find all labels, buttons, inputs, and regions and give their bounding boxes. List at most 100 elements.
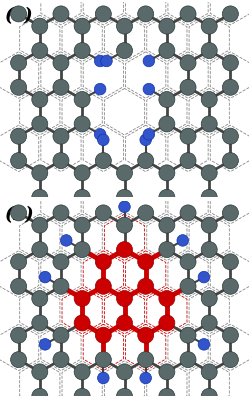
Circle shape	[11, 205, 27, 221]
Circle shape	[74, 315, 90, 331]
Circle shape	[53, 6, 69, 22]
Circle shape	[159, 92, 175, 107]
Circle shape	[180, 6, 196, 22]
Circle shape	[11, 79, 27, 95]
Text: (b): (b)	[5, 207, 35, 224]
Circle shape	[222, 327, 238, 343]
Circle shape	[117, 242, 132, 258]
Circle shape	[201, 189, 217, 205]
Circle shape	[159, 217, 175, 233]
Circle shape	[222, 6, 238, 22]
Circle shape	[180, 352, 196, 368]
Circle shape	[32, 217, 48, 233]
Circle shape	[94, 83, 106, 95]
Circle shape	[143, 129, 155, 140]
Circle shape	[180, 278, 196, 294]
Circle shape	[32, 92, 48, 107]
Circle shape	[53, 153, 69, 169]
Circle shape	[201, 217, 217, 233]
Circle shape	[180, 254, 196, 270]
Circle shape	[117, 291, 132, 306]
Circle shape	[74, 388, 90, 398]
Circle shape	[117, 388, 132, 398]
Circle shape	[74, 116, 90, 132]
Circle shape	[117, 43, 132, 59]
Circle shape	[117, 315, 132, 331]
Circle shape	[159, 165, 175, 181]
Circle shape	[117, 189, 132, 205]
Circle shape	[53, 327, 69, 343]
Circle shape	[117, 18, 132, 34]
Circle shape	[11, 128, 27, 144]
Circle shape	[138, 205, 154, 221]
Circle shape	[159, 43, 175, 59]
Circle shape	[53, 254, 69, 270]
Circle shape	[180, 79, 196, 95]
Circle shape	[159, 18, 175, 34]
Circle shape	[32, 388, 48, 398]
Circle shape	[180, 327, 196, 343]
Circle shape	[222, 278, 238, 294]
Circle shape	[53, 205, 69, 221]
Circle shape	[11, 254, 27, 270]
Circle shape	[222, 205, 238, 221]
Circle shape	[201, 388, 217, 398]
Circle shape	[201, 165, 217, 181]
Circle shape	[53, 128, 69, 144]
Circle shape	[159, 116, 175, 132]
Circle shape	[138, 153, 154, 169]
Circle shape	[95, 153, 111, 169]
Circle shape	[53, 79, 69, 95]
Circle shape	[138, 278, 154, 294]
Circle shape	[159, 291, 175, 306]
Circle shape	[138, 352, 154, 368]
Circle shape	[32, 116, 48, 132]
Circle shape	[74, 217, 90, 233]
Circle shape	[95, 352, 111, 368]
Circle shape	[159, 189, 175, 205]
Circle shape	[201, 18, 217, 34]
Circle shape	[138, 327, 154, 343]
Circle shape	[159, 388, 175, 398]
Circle shape	[201, 43, 217, 59]
Circle shape	[201, 291, 217, 306]
Circle shape	[117, 364, 132, 380]
Circle shape	[201, 242, 217, 258]
Text: (a): (a)	[5, 8, 34, 25]
Circle shape	[222, 128, 238, 144]
Circle shape	[140, 372, 151, 384]
Circle shape	[201, 92, 217, 107]
Circle shape	[94, 129, 106, 140]
Circle shape	[53, 55, 69, 71]
Circle shape	[95, 6, 111, 22]
Circle shape	[159, 242, 175, 258]
Circle shape	[222, 55, 238, 71]
Circle shape	[180, 205, 196, 221]
Circle shape	[11, 55, 27, 71]
Circle shape	[74, 92, 90, 107]
Circle shape	[180, 153, 196, 169]
Circle shape	[222, 153, 238, 169]
Circle shape	[98, 372, 109, 384]
Circle shape	[159, 315, 175, 331]
Circle shape	[74, 189, 90, 205]
Circle shape	[32, 189, 48, 205]
Circle shape	[32, 242, 48, 258]
Circle shape	[32, 18, 48, 34]
Circle shape	[74, 18, 90, 34]
Circle shape	[180, 128, 196, 144]
Circle shape	[180, 55, 196, 71]
Circle shape	[32, 291, 48, 306]
Circle shape	[201, 315, 217, 331]
Circle shape	[11, 327, 27, 343]
Circle shape	[74, 364, 90, 380]
Circle shape	[222, 79, 238, 95]
Circle shape	[11, 352, 27, 368]
Circle shape	[11, 153, 27, 169]
Circle shape	[222, 254, 238, 270]
Circle shape	[53, 278, 69, 294]
Circle shape	[119, 201, 130, 213]
Circle shape	[98, 134, 109, 146]
Circle shape	[53, 352, 69, 368]
Circle shape	[11, 278, 27, 294]
